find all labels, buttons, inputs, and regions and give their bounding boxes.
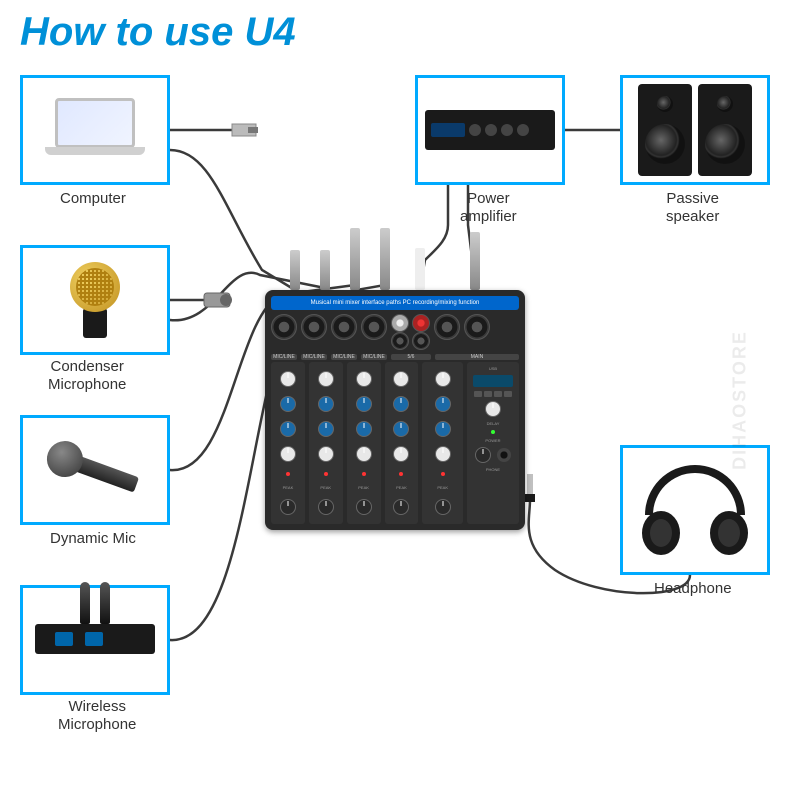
phones-jack [497, 448, 511, 462]
condenser-box [20, 245, 170, 355]
ch-label-4: MIC/LINE [361, 354, 387, 360]
aux-r [412, 332, 430, 350]
channel-1: PEAK [271, 362, 305, 524]
rca-l [391, 314, 409, 332]
connector-rca [415, 248, 425, 290]
page-title: How to use U4 [20, 10, 296, 55]
connector-xlr-3 [350, 228, 360, 290]
headphone-label: Headphone [654, 580, 732, 598]
mixer-channels: PEAK PEAK PEAK PEAK PEAK USB DELAY [271, 362, 519, 524]
knob-eq-lo [280, 421, 296, 437]
power-label: POWER [485, 438, 500, 443]
headphone-icon [640, 465, 750, 555]
computer-box [20, 75, 170, 185]
ch-label-3: MIC/LINE [331, 354, 357, 360]
ch-label-main: MAIN [435, 354, 519, 360]
wireless-mic-icon [35, 626, 155, 654]
aux-l [391, 332, 409, 350]
phones-label: PHONE [486, 467, 500, 472]
transport-buttons [474, 391, 512, 397]
mixer-display [473, 375, 513, 387]
mixer-header: Musical mini mixer interface paths PC re… [271, 296, 519, 310]
connector-trs [470, 232, 480, 290]
connector-xlr-1 [290, 250, 300, 290]
channel-2: PEAK [309, 362, 343, 524]
channel-56: PEAK [422, 362, 463, 524]
speaker-icon [638, 84, 752, 176]
amplifier-box [415, 75, 565, 185]
dynamic-mic-icon [42, 436, 148, 504]
main-out-r [464, 314, 490, 340]
laptop-icon [45, 98, 145, 163]
watermark: DIHAOSTORE [730, 330, 751, 470]
computer-label: Computer [60, 190, 126, 208]
master-panel: USB DELAY POWER PHONE [467, 362, 519, 524]
knob-delay [485, 401, 501, 417]
knob-gain [280, 371, 296, 387]
wireless-label: Wireless Microphone [58, 698, 136, 734]
peak-led [286, 472, 290, 476]
rca-r [412, 314, 430, 332]
main-out-l [434, 314, 460, 340]
jack-2 [301, 314, 327, 340]
connector-xlr-4 [380, 228, 390, 290]
ch-label-1: MIC/LINE [271, 354, 297, 360]
usb-label: USB [489, 366, 497, 371]
delay-label: DELAY [487, 421, 500, 426]
mixer-u4: Musical mini mixer interface paths PC re… [265, 290, 525, 530]
amplifier-label: Power amplifier [460, 190, 517, 226]
peak-label: PEAK [283, 485, 294, 490]
knob-main [475, 447, 491, 463]
dynamic-box [20, 415, 170, 525]
jack-3 [331, 314, 357, 340]
wireless-box [20, 585, 170, 695]
jack-1 [271, 314, 297, 340]
knob-eq-hi [280, 396, 296, 412]
knob-level [280, 499, 296, 515]
power-led [491, 430, 495, 434]
dynamic-label: Dynamic Mic [50, 530, 136, 548]
speaker-label: Passive speaker [666, 190, 719, 226]
ch-label-2: MIC/LINE [301, 354, 327, 360]
condenser-mic-icon [65, 262, 125, 338]
mixer-input-jacks [271, 314, 519, 350]
ch-label-5: 5/6 [391, 354, 431, 360]
speaker-box [620, 75, 770, 185]
channel-4: PEAK [385, 362, 419, 524]
channel-3: PEAK [347, 362, 381, 524]
amplifier-icon [425, 110, 555, 150]
connector-xlr-2 [320, 250, 330, 290]
jack-4 [361, 314, 387, 340]
condenser-label: Condenser Microphone [48, 358, 126, 394]
knob-fx [280, 446, 296, 462]
mixer-channel-labels: MIC/LINE MIC/LINE MIC/LINE MIC/LINE 5/6 … [271, 354, 519, 360]
